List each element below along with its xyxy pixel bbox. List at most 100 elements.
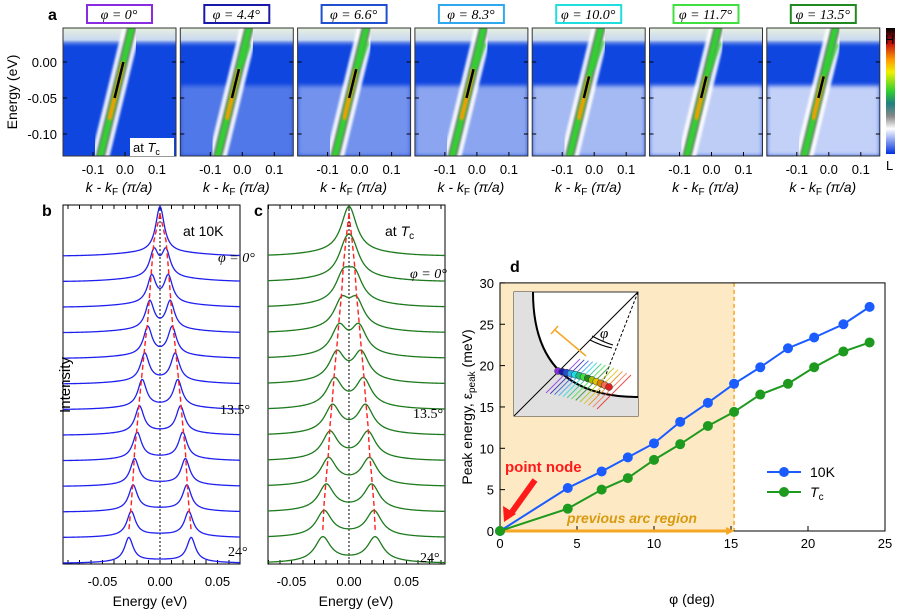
phi-label: φ = 10.0°: [561, 8, 616, 23]
T: T: [147, 140, 156, 155]
y-tick-label: -0.05: [27, 91, 57, 106]
k: k: [789, 179, 797, 195]
arc-extent-cap: [550, 325, 559, 335]
panel-b-xlabel: Energy (eV): [113, 593, 188, 609]
peak-guide-right: [348, 213, 376, 531]
noise-band: [649, 28, 763, 48]
panel-d-ylabel: Peak energy, εpeak (meV): [459, 329, 478, 484]
data-point: [755, 389, 766, 400]
data-point: [675, 416, 686, 427]
point-node-label: point node: [505, 459, 582, 476]
phi-label-box: [789, 4, 857, 24]
kF: - k: [327, 179, 347, 195]
phi-label-box: [86, 4, 153, 24]
phi-label: φ = 8.3°: [447, 8, 495, 23]
k: k: [203, 179, 211, 195]
panel-c-note: at Tc: [385, 223, 414, 242]
back-bending: [824, 43, 840, 74]
x-tick-label: -0.1: [316, 162, 338, 177]
data-point: [562, 482, 573, 493]
kF: - k: [562, 179, 582, 195]
x-tick-label: 20: [801, 536, 815, 551]
x-tick-label: 25: [878, 536, 892, 551]
spectrum-curve: [62, 457, 241, 487]
noise-band: [297, 28, 411, 48]
x-tick-label: 0.1: [265, 162, 283, 177]
cut-line-colored: [549, 359, 585, 395]
data-point: [729, 406, 740, 417]
arpes-image: φ = 11.7° -0.1 0.0 0.1 k - kF (π/a): [649, 4, 763, 198]
arpes-image: φ = 4.4° -0.1 0.0 0.1 k - kF (π/a): [179, 4, 294, 198]
image-frame: [649, 27, 763, 157]
data-point: [755, 362, 766, 373]
y-tick-label: 20: [480, 359, 494, 374]
x-tick-label: -0.1: [82, 162, 104, 177]
spectrum-curve: [62, 205, 241, 257]
x-tick-label: -0.1: [668, 162, 690, 177]
angle-arc: [589, 335, 614, 349]
data-point: [562, 503, 573, 514]
panel-label-d: d: [510, 259, 520, 276]
image-frame: [297, 27, 412, 157]
arc-arrow-head: [726, 527, 735, 535]
data-point: [649, 438, 659, 449]
data-point: [622, 452, 633, 463]
data-point: [675, 439, 686, 450]
image-content: [180, 28, 294, 156]
x-axis-label: k - kF (π/a): [789, 179, 856, 198]
cut-line-colored: [562, 362, 598, 397]
kF: - k: [93, 179, 113, 195]
noise-band: [414, 28, 528, 48]
phi-label-box: [320, 4, 388, 24]
back-bending: [356, 41, 370, 68]
data-point: [809, 332, 820, 343]
x-axis-label: k - kF (π/a): [555, 179, 622, 198]
sub: F: [581, 187, 587, 198]
x-axis-label: k - kF (π/a): [203, 179, 270, 198]
arpes-image: φ = 6.6° -0.1 0.0 0.1 k - kF (π/a): [297, 4, 412, 198]
band-core: [817, 76, 825, 99]
data-point: [596, 484, 607, 495]
spectrum-curve: [267, 233, 446, 282]
units: (π/a): [587, 179, 621, 195]
x-axis-label: k - kF (π/a): [672, 179, 739, 198]
spectrum-curve: [267, 205, 446, 257]
data-point: [495, 526, 505, 536]
arpes-image: φ = 10.0° -0.1 0.0 0.1 k - kF (π/a): [531, 4, 646, 198]
panel-label-c: c: [254, 203, 263, 220]
x-tick-label: -0.1: [434, 162, 456, 177]
x-tick-label: -0.1: [199, 162, 221, 177]
panel-a: φ = 0°-0.1 0.0 0.1k - kF (π/a)at Tc0.00-0.…: [27, 4, 881, 198]
x-tick-label: 15: [724, 536, 738, 551]
panel-c: -0.05 0.00 0.05: [267, 204, 446, 589]
phi-label: φ = 13.5°: [796, 8, 851, 23]
spectrum-curve: [62, 299, 241, 334]
x-tick-label: -0.1: [551, 162, 573, 177]
y-tick-label: 15: [480, 400, 494, 415]
y-tick-label: 0.00: [32, 55, 57, 70]
sub: F: [347, 187, 353, 198]
image-frame: [414, 27, 529, 157]
spectrum-curve: [267, 483, 446, 513]
image-frame: [531, 27, 646, 157]
phi-label: φ = 6.6°: [330, 8, 378, 23]
x-tick-label: 0.1: [852, 162, 870, 177]
band-core: [582, 76, 591, 99]
back-bending: [707, 41, 723, 72]
sub: F: [229, 187, 235, 198]
units: (π/a): [470, 179, 504, 195]
k: k: [555, 179, 563, 195]
inset-phi-label: φ: [600, 326, 608, 342]
noise-band: [63, 28, 176, 48]
cut-line-colored: [545, 358, 581, 394]
image-content: [414, 28, 528, 156]
panel-b-ylabel: Intensity: [57, 357, 74, 413]
noise-band: [766, 28, 880, 48]
image-frame: [766, 27, 881, 157]
kF: - k: [210, 179, 230, 195]
back-bending: [590, 40, 606, 71]
x-axis-label: k - kF (π/a): [86, 179, 153, 198]
spectrum-curve: [62, 247, 241, 282]
spectrum-curve: [267, 430, 446, 461]
panel-d-xlabel: φ (deg): [669, 591, 715, 607]
